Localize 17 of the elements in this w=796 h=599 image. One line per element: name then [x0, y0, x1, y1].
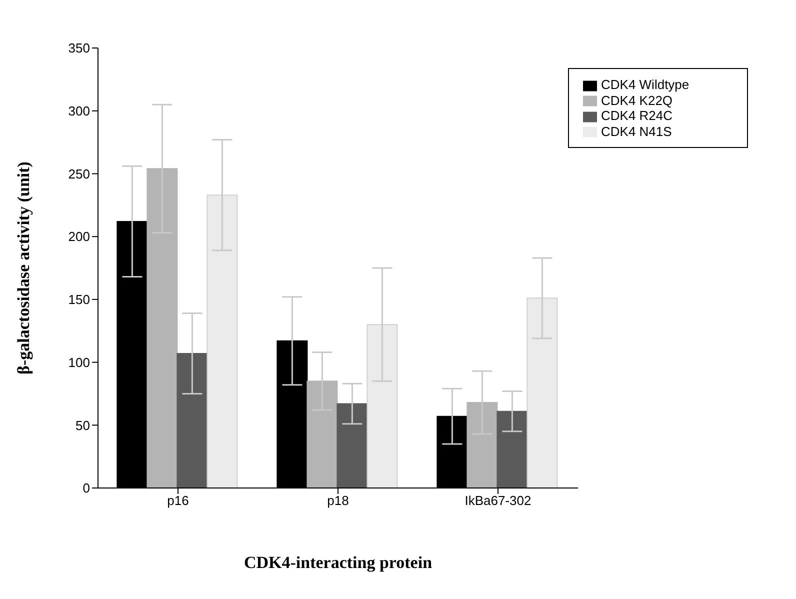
x-tick-label: p16 [167, 493, 189, 508]
y-axis-title: β-galactosidase activity (unit) [14, 162, 34, 374]
y-tick-label: 250 [68, 166, 90, 182]
legend-label: CDK4 Wildtype [601, 77, 690, 92]
legend-label: CDK4 K22Q [601, 92, 673, 108]
y-tick-label: 300 [68, 103, 90, 118]
y-tick-label: 200 [68, 229, 90, 244]
y-tick-label: 100 [68, 354, 90, 370]
legend-label: CDK4 R24C [601, 108, 673, 124]
y-tick-label: 50 [76, 418, 90, 433]
y-tick-label: 350 [68, 40, 90, 56]
y-tick-label: 0 [82, 480, 90, 496]
x-tick-label: IkBa67-302 [464, 493, 532, 508]
legend-label: CDK4 N41S [601, 124, 672, 139]
x-tick-label: p18 [327, 493, 349, 508]
y-tick-label: 150 [68, 292, 90, 308]
x-axis-title: CDK4-interacting protein [244, 553, 433, 572]
